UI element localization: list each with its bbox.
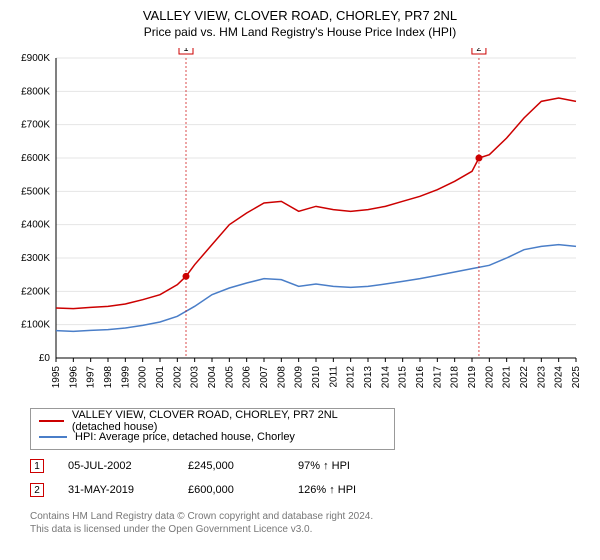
svg-text:£500K: £500K [21,186,50,197]
transaction-date: 05-JUL-2002 [68,460,188,472]
svg-text:2006: 2006 [242,366,253,389]
svg-text:1995: 1995 [51,366,62,389]
transaction-price: £245,000 [188,460,298,472]
svg-text:1998: 1998 [103,366,114,389]
transaction-pct: 126% ↑ HPI [298,484,398,496]
svg-text:£100K: £100K [21,320,50,331]
svg-text:2010: 2010 [311,366,322,389]
svg-text:2022: 2022 [519,366,530,389]
legend-swatch-icon [39,420,64,422]
svg-text:2005: 2005 [224,366,235,389]
svg-text:1997: 1997 [86,366,97,389]
svg-text:2009: 2009 [294,366,305,389]
chart-container: VALLEY VIEW, CLOVER ROAD, CHORLEY, PR7 2… [0,0,600,560]
svg-text:2003: 2003 [190,366,201,389]
svg-text:2012: 2012 [346,366,357,389]
svg-text:2014: 2014 [380,366,391,389]
svg-text:2018: 2018 [450,366,461,389]
svg-text:2: 2 [476,48,481,53]
svg-text:£700K: £700K [21,120,50,131]
svg-text:2017: 2017 [432,366,443,389]
transactions-table: 1 05-JUL-2002 £245,000 97% ↑ HPI 2 31-MA… [30,456,570,504]
legend-label: VALLEY VIEW, CLOVER ROAD, CHORLEY, PR7 2… [72,409,386,433]
transaction-date: 31-MAY-2019 [68,484,188,496]
svg-text:2025: 2025 [571,366,582,389]
svg-text:1: 1 [183,48,188,53]
chart-title: VALLEY VIEW, CLOVER ROAD, CHORLEY, PR7 2… [0,0,600,23]
transaction-row: 2 31-MAY-2019 £600,000 126% ↑ HPI [30,480,570,500]
svg-text:£800K: £800K [21,86,50,97]
svg-text:£600K: £600K [21,153,50,164]
svg-text:2016: 2016 [415,366,426,389]
chart-svg: 1 2 £0 £100K £200K £300K £400K £500K £600K £700K… [8,48,592,398]
svg-text:2023: 2023 [536,366,547,389]
svg-text:1999: 1999 [120,366,131,389]
legend-label: HPI: Average price, detached house, Chor… [75,431,295,443]
transaction-marker-icon: 2 [30,483,44,497]
svg-text:2024: 2024 [554,366,565,389]
svg-text:£0: £0 [39,353,51,364]
svg-text:2011: 2011 [328,366,339,388]
footer: Contains HM Land Registry data © Crown c… [30,510,570,536]
chart-subtitle: Price paid vs. HM Land Registry's House … [0,23,600,39]
svg-text:£400K: £400K [21,220,50,231]
legend-swatch-icon [39,436,67,438]
legend-item-property: VALLEY VIEW, CLOVER ROAD, CHORLEY, PR7 2… [39,413,386,429]
svg-text:2019: 2019 [467,366,478,389]
svg-text:2000: 2000 [138,366,149,389]
legend: VALLEY VIEW, CLOVER ROAD, CHORLEY, PR7 2… [30,408,395,450]
svg-text:2001: 2001 [155,366,166,389]
transaction-pct: 97% ↑ HPI [298,460,398,472]
svg-text:2004: 2004 [207,366,218,389]
svg-text:1996: 1996 [68,366,79,389]
svg-text:2007: 2007 [259,366,270,389]
svg-text:£300K: £300K [21,253,50,264]
svg-text:2015: 2015 [398,366,409,389]
svg-text:£200K: £200K [21,286,50,297]
chart-area: 1 2 £0 £100K £200K £300K £400K £500K £600K £700K… [8,48,592,398]
transaction-price: £600,000 [188,484,298,496]
transaction-row: 1 05-JUL-2002 £245,000 97% ↑ HPI [30,456,570,476]
svg-text:2008: 2008 [276,366,287,389]
svg-text:2013: 2013 [363,366,374,389]
transaction-marker-icon: 1 [30,459,44,473]
svg-text:£900K: £900K [21,53,50,64]
footer-line: This data is licensed under the Open Gov… [30,523,570,536]
footer-line: Contains HM Land Registry data © Crown c… [30,510,570,523]
svg-text:2020: 2020 [484,366,495,389]
svg-text:2021: 2021 [502,366,513,389]
svg-text:2002: 2002 [172,366,183,389]
